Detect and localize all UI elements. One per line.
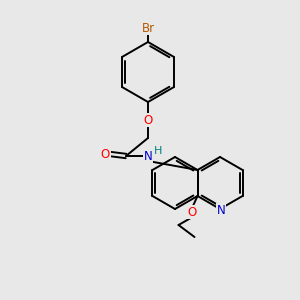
- Text: H: H: [154, 146, 162, 156]
- Text: O: O: [100, 148, 109, 160]
- Text: N: N: [144, 149, 152, 163]
- Text: N: N: [217, 203, 225, 217]
- Text: Br: Br: [141, 22, 154, 34]
- Text: O: O: [143, 113, 153, 127]
- Text: O: O: [187, 206, 196, 218]
